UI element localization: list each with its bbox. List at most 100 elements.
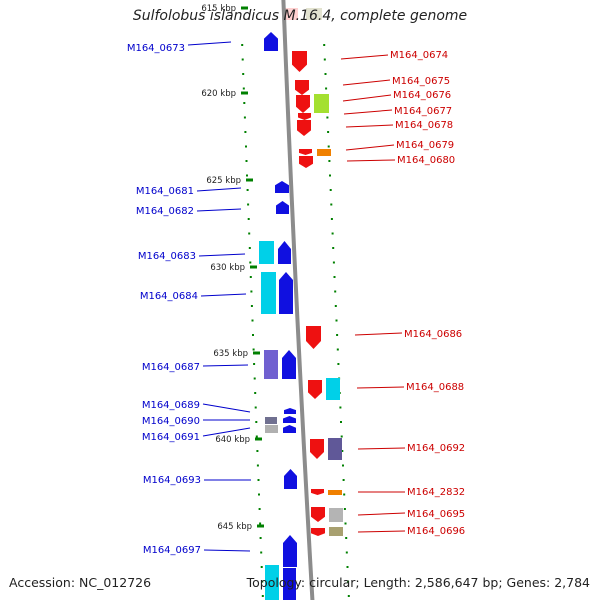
tick-dot <box>346 566 349 568</box>
tick-dot <box>244 131 247 133</box>
gene-leader-line-left <box>196 208 242 212</box>
gene-leader-line-right <box>343 109 393 115</box>
gene-M164_0691-gray <box>265 425 278 433</box>
gene-M164_0673 <box>264 32 278 51</box>
topology-text: Topology: circular; Length: 2,586,647 bp… <box>246 575 590 590</box>
kbp-tick-mark <box>253 351 260 355</box>
genome-backbone <box>281 0 315 600</box>
gene-M164_0686 <box>306 326 321 349</box>
gene-bottom-cyan <box>265 565 279 600</box>
gene-M164_0695 <box>311 507 325 522</box>
gene-leader-line-right <box>357 530 406 533</box>
gene-M164_0675 <box>295 80 309 95</box>
tick-dot <box>245 145 247 148</box>
tick-dot <box>326 116 329 119</box>
tick-dot <box>261 580 264 583</box>
gene-label-right: M164_0676 <box>393 90 451 101</box>
tick-dot <box>259 522 262 525</box>
tick-dot <box>347 580 350 583</box>
kbp-tick-mark <box>250 265 257 269</box>
gene-label-left: M164_0691 <box>142 432 200 443</box>
gene-label-right: M164_0679 <box>396 140 454 151</box>
tick-dot <box>339 406 342 409</box>
gene-leader-line-left <box>198 253 246 257</box>
gene-leader-line-right <box>342 94 392 102</box>
gene-label-right: M164_0696 <box>407 526 465 537</box>
gene-label-left: M164_0687 <box>142 362 200 373</box>
tick-dot <box>327 145 330 148</box>
gene-M164_0690-gray <box>265 417 277 424</box>
gene-label-right: M164_2832 <box>407 487 465 498</box>
tick-dot <box>254 392 257 394</box>
tick-dot <box>258 508 261 510</box>
tick-dot <box>252 348 255 351</box>
kbp-label: 645 kbp <box>217 522 252 532</box>
tick-dot <box>245 160 248 162</box>
tick-dot <box>253 363 256 365</box>
gene-M164_0691 <box>283 425 296 433</box>
tick-dot <box>247 218 250 220</box>
tick-dot <box>243 116 246 119</box>
tick-dot <box>324 73 327 75</box>
tick-dot <box>336 334 339 336</box>
tick-dot <box>252 334 254 336</box>
gene-M164_0696 <box>311 528 325 536</box>
gene-leader-line-left <box>196 187 242 192</box>
kbp-tick-mark <box>246 178 253 182</box>
gene-bottom-blue <box>283 568 296 600</box>
tick-dot <box>249 261 252 264</box>
tick-dot <box>342 464 344 467</box>
tick-dot <box>334 305 337 307</box>
gene-label-left: M164_0682 <box>136 206 194 217</box>
gene-leader-line-left <box>202 403 251 413</box>
tick-dot <box>330 203 333 206</box>
gene-label-right: M164_0680 <box>397 155 455 166</box>
gene-M164_2832-orange <box>328 490 342 495</box>
gene-label-left: M164_0683 <box>138 251 196 262</box>
tick-dot <box>246 189 249 191</box>
gene-M164_0674 <box>292 51 307 72</box>
tick-dot <box>325 87 328 90</box>
gene-M164_0696-olive <box>329 527 343 536</box>
tick-dot <box>341 450 344 452</box>
gene-label-right: M164_0686 <box>404 329 462 340</box>
tick-dot <box>257 479 260 481</box>
gene-label-left: M164_0673 <box>127 43 185 54</box>
tick-dot <box>260 551 263 554</box>
tick-dot <box>345 537 348 539</box>
gene-leader-line-right <box>345 124 394 128</box>
gene-label-right: M164_0692 <box>407 443 465 454</box>
gene-leader-line-left <box>202 364 249 367</box>
tick-dot <box>340 435 343 438</box>
gene-M164_0682 <box>276 201 289 214</box>
kbp-tick-mark <box>255 437 262 441</box>
tick-dot <box>344 522 347 525</box>
gene-leader-line-right <box>342 79 391 86</box>
kbp-label: 640 kbp <box>215 435 250 445</box>
gene-label-left: M164_0684 <box>140 291 198 302</box>
gene-leader-line-right <box>357 512 406 516</box>
top-faint-gene <box>284 8 298 20</box>
gene-M164_0697 <box>283 535 297 567</box>
gene-leader-line-right <box>346 159 396 162</box>
tick-dot <box>254 406 257 409</box>
gene-M164_0692 <box>310 439 324 459</box>
tick-dot <box>255 435 258 438</box>
gene-label-right: M164_0678 <box>395 120 453 131</box>
kbp-label: 625 kbp <box>206 176 241 186</box>
gene-label-left: M164_0689 <box>142 400 200 411</box>
tick-dot <box>327 131 330 133</box>
gene-M164_0679 <box>299 149 312 155</box>
tick-dot <box>340 421 342 423</box>
gene-M164_0684-cyan <box>261 272 276 314</box>
gene-label-right: M164_0677 <box>394 106 452 117</box>
accession-text: Accession: NC_012726 <box>9 575 152 590</box>
gene-M164_0677 <box>298 113 311 120</box>
tick-dot <box>256 464 259 467</box>
kbp-label: 635 kbp <box>213 349 248 359</box>
tick-dot <box>259 537 262 539</box>
tick-dot <box>242 87 245 90</box>
tick-dot <box>261 595 264 597</box>
tick-dot <box>328 160 331 162</box>
